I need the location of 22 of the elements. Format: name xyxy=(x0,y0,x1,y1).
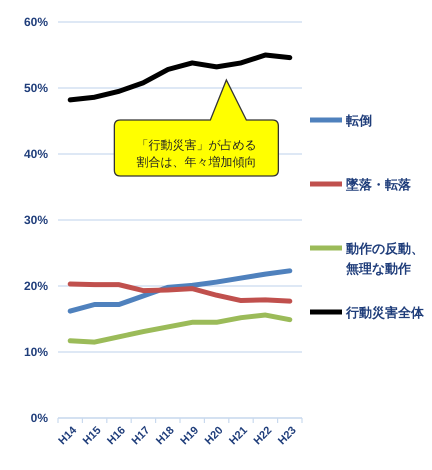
legend-label: 転倒 xyxy=(345,113,372,128)
x-tick-label: H16 xyxy=(105,424,128,448)
y-tick-label: 10% xyxy=(24,345,48,359)
x-tick-label: H17 xyxy=(130,424,152,448)
y-tick-label: 30% xyxy=(24,213,48,227)
x-tick-label: H22 xyxy=(252,424,274,448)
x-tick-label: H19 xyxy=(178,424,202,448)
x-tick-label: H20 xyxy=(202,424,226,448)
annotation: 「行動災害」が占める割合は、年々増加傾向 xyxy=(136,138,256,169)
y-tick-label: 0% xyxy=(30,411,48,425)
y-tick-label: 40% xyxy=(24,147,48,161)
legend-label: 墜落・転落 xyxy=(345,177,412,192)
y-tick-label: 60% xyxy=(24,15,48,29)
x-tick-label: H23 xyxy=(276,424,299,448)
x-tick-label: H14 xyxy=(56,424,80,448)
x-tick-label: H21 xyxy=(227,424,250,448)
y-tick-label: 20% xyxy=(24,279,48,293)
legend-label: 動作の反動、無理な動作 xyxy=(345,241,424,276)
x-tick-label: H15 xyxy=(80,424,104,448)
legend-label: 行動災害全体 xyxy=(345,305,425,320)
y-tick-label: 50% xyxy=(24,81,48,95)
x-tick-label: H18 xyxy=(154,424,177,448)
